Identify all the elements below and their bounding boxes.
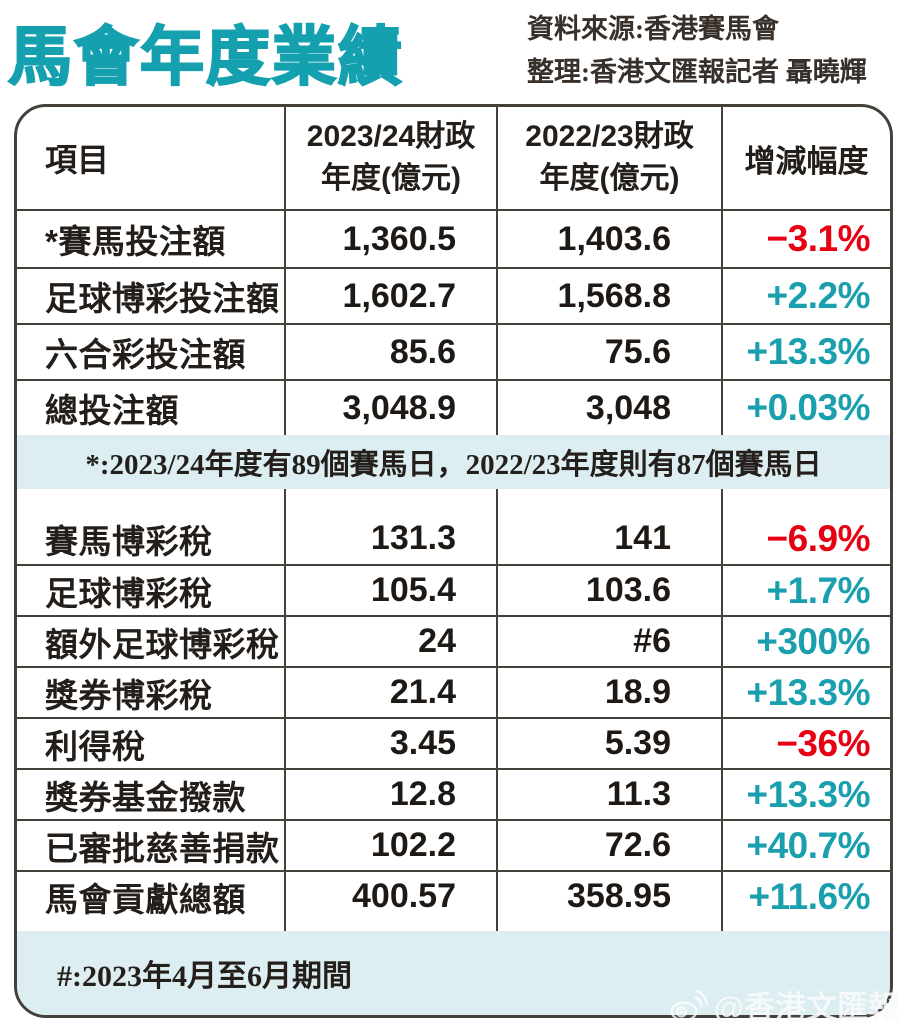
- value-fy2324: 105.4: [286, 566, 498, 615]
- row-label: 足球博彩投注額: [17, 269, 286, 323]
- value-change: +13.3%: [746, 773, 870, 815]
- value-fy2223: 358.95: [498, 872, 723, 921]
- table-row: 獎券基金撥款 12.8 11.3 +13.3%: [17, 768, 890, 819]
- table-header-row: 項目 2023/24財政 年度(億元) 2022/23財政 年度(億元) 增減幅…: [17, 107, 890, 211]
- row-label: 獎券基金撥款: [17, 770, 286, 819]
- value-fy2324: 24: [286, 617, 498, 666]
- page-header: 馬會年度業績 資料來源:香港賽馬會 整理:香港文匯報記者 聶曉輝: [0, 0, 907, 104]
- table-row: 賽馬博彩稅 131.3 141 −6.9%: [17, 513, 890, 564]
- table-row: 總投注額 3,048.9 3,048 +0.03%: [17, 379, 890, 435]
- value-change: −36%: [776, 722, 870, 764]
- raceday-note: *:2023/24年度有89個賽馬日，2022/23年度則有87個賽馬日: [17, 435, 890, 489]
- value-fy2324: 3.45: [286, 719, 498, 768]
- duty-section: 賽馬博彩稅 131.3 141 −6.9% 足球博彩稅 105.4 103.6 …: [17, 489, 890, 931]
- value-fy2324: 12.8: [286, 770, 498, 819]
- value-fy2324: 1,602.7: [286, 269, 498, 323]
- col-header-change: 增減幅度: [744, 143, 869, 179]
- col-header-fy2223-line2: 年度(億元): [539, 162, 680, 195]
- period-footnote: #:2023年4月至6月期間: [17, 931, 890, 1015]
- row-label: 已審批慈善捐款: [17, 821, 286, 870]
- value-fy2223: #6: [498, 617, 723, 666]
- table-row: 足球博彩投注額 1,602.7 1,568.8 +2.2%: [17, 267, 890, 323]
- value-change: +40.7%: [746, 824, 870, 866]
- row-label: 總投注額: [17, 381, 286, 435]
- row-label: 賽馬博彩稅: [17, 513, 286, 564]
- weibo-icon: [670, 988, 708, 1022]
- value-fy2324: 3,048.9: [286, 381, 498, 435]
- col-header-item: 項目: [17, 107, 286, 209]
- value-fy2223: 11.3: [498, 770, 723, 819]
- spacer-row: [17, 921, 890, 931]
- value-fy2223: 141: [498, 513, 723, 564]
- row-label: 獎券博彩稅: [17, 668, 286, 717]
- value-fy2223: 18.9: [498, 668, 723, 717]
- value-change: −6.9%: [766, 517, 871, 559]
- value-change: −3.1%: [766, 218, 871, 259]
- value-fy2223: 75.6: [498, 325, 723, 379]
- results-table: 項目 2023/24財政 年度(億元) 2022/23財政 年度(億元) 增減幅…: [14, 104, 893, 1018]
- value-change: +13.3%: [746, 671, 870, 713]
- row-label: 利得稅: [17, 719, 286, 768]
- value-fy2324: 400.57: [286, 872, 498, 921]
- value-fy2223: 103.6: [498, 566, 723, 615]
- weibo-handle: @香港文匯報: [713, 990, 899, 1025]
- row-label: 額外足球博彩稅: [17, 617, 286, 666]
- table-row: *賽馬投注額 1,360.5 1,403.6 −3.1%: [17, 211, 890, 267]
- col-header-fy2324-line2: 年度(億元): [321, 162, 461, 195]
- compiler-line: 整理:香港文匯報記者 聶曉輝: [527, 56, 867, 87]
- value-fy2223: 72.6: [498, 821, 723, 870]
- table-row: 馬會貢獻總額 400.57 358.95 +11.6%: [17, 870, 890, 921]
- turnover-section: *賽馬投注額 1,360.5 1,403.6 −3.1% 足球博彩投注額 1,6…: [17, 211, 890, 435]
- value-change: +0.03%: [746, 387, 870, 428]
- table-row: 六合彩投注額 85.6 75.6 +13.3%: [17, 323, 890, 379]
- value-fy2324: 21.4: [286, 668, 498, 717]
- value-change: +300%: [756, 620, 870, 662]
- table-row: 利得稅 3.45 5.39 −36%: [17, 717, 890, 768]
- table-row: 獎券博彩稅 21.4 18.9 +13.3%: [17, 666, 890, 717]
- source-line: 資料來源:香港賽馬會: [527, 14, 779, 44]
- value-fy2324: 131.3: [286, 513, 498, 564]
- row-label: *賽馬投注額: [17, 211, 286, 267]
- value-fy2324: 102.2: [286, 821, 498, 870]
- value-change: +2.2%: [766, 275, 871, 316]
- col-header-fy2324: 2023/24財政 年度(億元): [286, 107, 498, 209]
- value-fy2223: 5.39: [498, 719, 723, 768]
- col-header-fy2223: 2022/23財政 年度(億元): [498, 107, 723, 209]
- value-change: +1.7%: [766, 569, 871, 611]
- row-label: 足球博彩稅: [17, 566, 286, 615]
- value-fy2223: 1,403.6: [498, 211, 723, 267]
- period-footnote-text: #:2023年4月至6月期間: [57, 960, 352, 993]
- value-fy2223: 3,048: [498, 381, 723, 435]
- col-header-fy2324-line1: 2023/24財政: [306, 120, 476, 153]
- weibo-watermark: @香港文匯報: [670, 982, 899, 1027]
- col-header-fy2223-line1: 2022/23財政: [525, 120, 694, 153]
- spacer-row: [17, 489, 890, 513]
- value-fy2223: 1,568.8: [498, 269, 723, 323]
- table-row: 足球博彩稅 105.4 103.6 +1.7%: [17, 564, 890, 615]
- source-credit: 資料來源:香港賽馬會 整理:香港文匯報記者 聶曉輝: [527, 8, 867, 93]
- table-row: 已審批慈善捐款 102.2 72.6 +40.7%: [17, 819, 890, 870]
- row-label: 六合彩投注額: [17, 325, 286, 379]
- value-change: +13.3%: [746, 331, 870, 372]
- value-change: +11.6%: [748, 875, 871, 917]
- table-row: 額外足球博彩稅 24 #6 +300%: [17, 615, 890, 666]
- value-fy2324: 85.6: [286, 325, 498, 379]
- row-label: 馬會貢獻總額: [17, 872, 286, 921]
- page-title: 馬會年度業績: [7, 20, 404, 94]
- value-fy2324: 1,360.5: [286, 211, 498, 267]
